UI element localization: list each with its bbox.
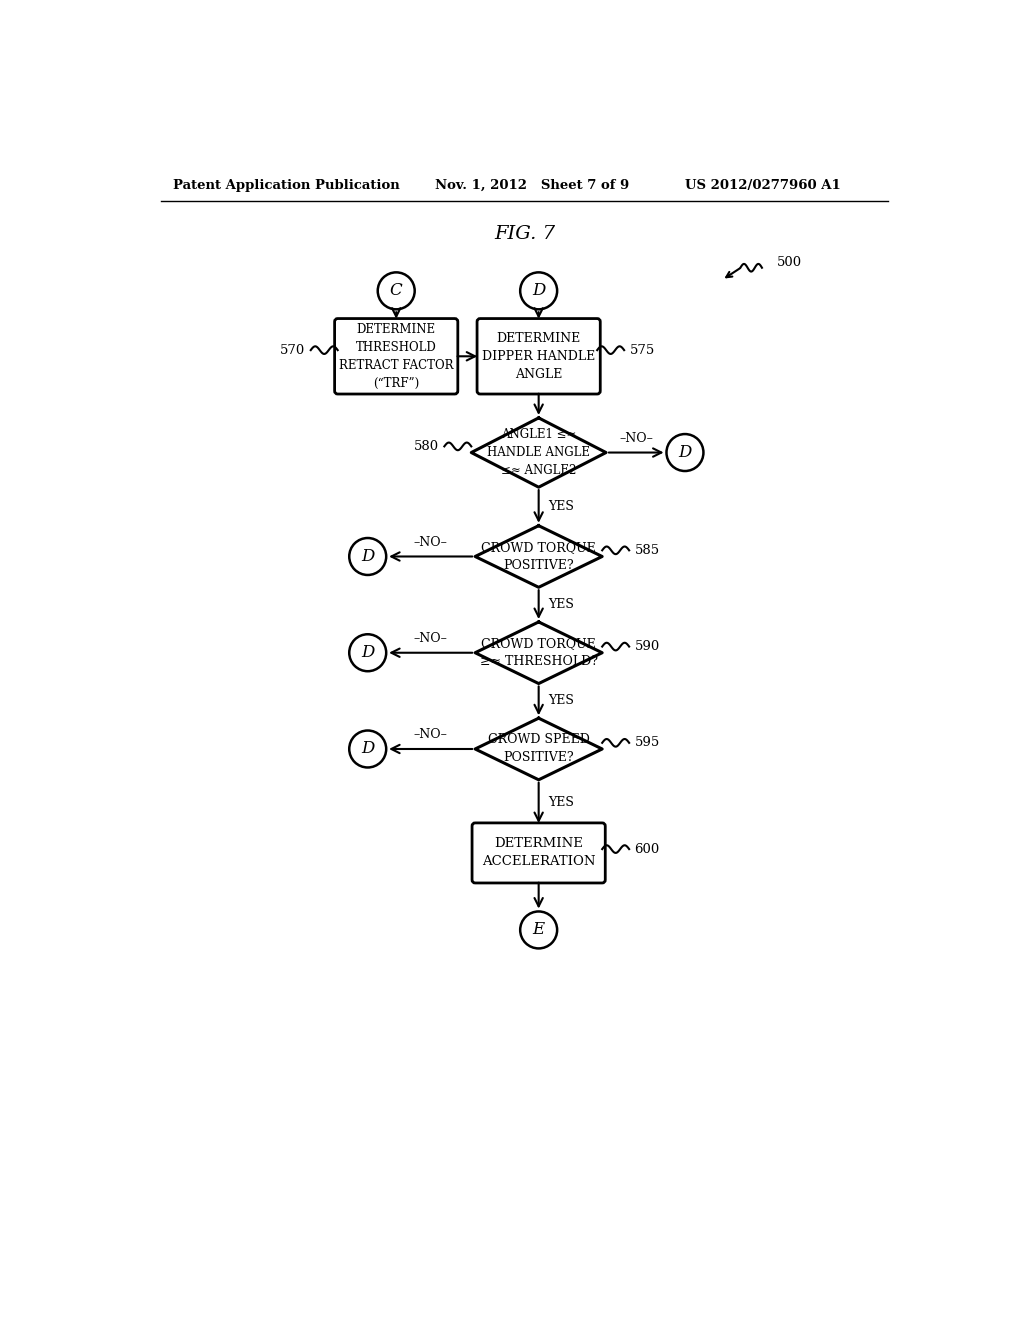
Text: D: D xyxy=(532,282,546,300)
Text: 600: 600 xyxy=(635,842,659,855)
Text: 595: 595 xyxy=(635,737,659,750)
Text: D: D xyxy=(678,444,691,461)
Text: D: D xyxy=(361,741,375,758)
Text: ANGLE1 ≤≈
HANDLE ANGLE
≤≈ ANGLE2: ANGLE1 ≤≈ HANDLE ANGLE ≤≈ ANGLE2 xyxy=(487,428,590,477)
FancyBboxPatch shape xyxy=(477,318,600,395)
Text: YES: YES xyxy=(548,694,573,708)
Text: US 2012/0277960 A1: US 2012/0277960 A1 xyxy=(685,178,841,191)
Text: DETERMINE
DIPPER HANDLE
ANGLE: DETERMINE DIPPER HANDLE ANGLE xyxy=(482,331,595,380)
Text: –NO–: –NO– xyxy=(414,729,447,742)
Text: Nov. 1, 2012   Sheet 7 of 9: Nov. 1, 2012 Sheet 7 of 9 xyxy=(435,178,629,191)
Text: C: C xyxy=(390,282,402,300)
Text: 585: 585 xyxy=(635,544,659,557)
Text: 500: 500 xyxy=(777,256,803,269)
Polygon shape xyxy=(471,418,606,487)
Text: Patent Application Publication: Patent Application Publication xyxy=(173,178,399,191)
Text: DETERMINE
ACCELERATION: DETERMINE ACCELERATION xyxy=(482,837,595,869)
Text: E: E xyxy=(532,921,545,939)
Polygon shape xyxy=(475,525,602,587)
Text: CROWD TORQUE
≥≈ THRESHOLD?: CROWD TORQUE ≥≈ THRESHOLD? xyxy=(479,638,598,668)
Text: 580: 580 xyxy=(414,440,439,453)
Text: 570: 570 xyxy=(281,343,305,356)
FancyBboxPatch shape xyxy=(335,318,458,395)
Text: 575: 575 xyxy=(630,343,654,356)
Text: CROWD SPEED
POSITIVE?: CROWD SPEED POSITIVE? xyxy=(487,734,590,764)
Polygon shape xyxy=(475,718,602,780)
Text: –NO–: –NO– xyxy=(620,432,653,445)
Text: YES: YES xyxy=(548,796,573,809)
Text: CROWD TORQUE
POSITIVE?: CROWD TORQUE POSITIVE? xyxy=(481,541,596,572)
Polygon shape xyxy=(475,622,602,684)
Text: DETERMINE
THRESHOLD
RETRACT FACTOR
(“TRF”): DETERMINE THRESHOLD RETRACT FACTOR (“TRF… xyxy=(339,323,454,389)
Text: –NO–: –NO– xyxy=(414,632,447,645)
FancyBboxPatch shape xyxy=(472,822,605,883)
Text: D: D xyxy=(361,644,375,661)
Text: –NO–: –NO– xyxy=(414,536,447,549)
Text: FIG. 7: FIG. 7 xyxy=(495,224,555,243)
Text: 590: 590 xyxy=(635,640,659,653)
Text: D: D xyxy=(361,548,375,565)
Text: YES: YES xyxy=(548,500,573,513)
Text: YES: YES xyxy=(548,598,573,611)
